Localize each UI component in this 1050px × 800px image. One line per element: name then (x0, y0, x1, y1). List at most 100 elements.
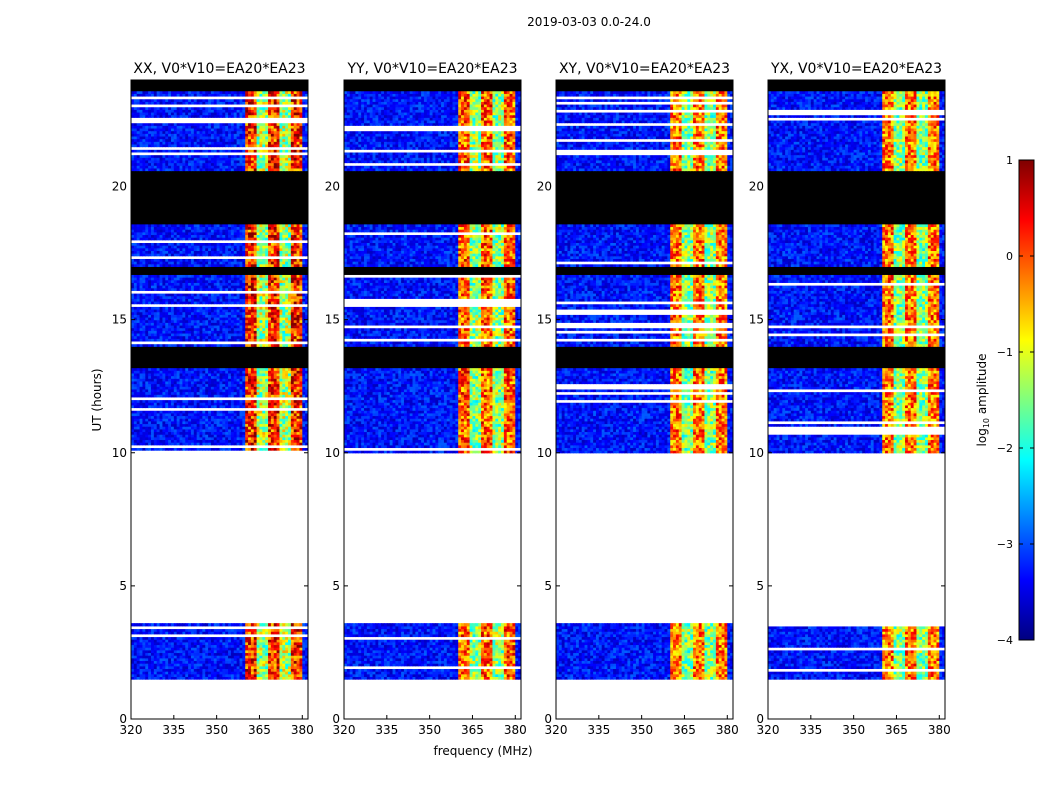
spectrum-cell (190, 322, 195, 326)
spectrum-cell (256, 388, 261, 393)
spectrum-cell (145, 388, 149, 393)
spectrum-cell (210, 652, 215, 656)
spectrum-cell (131, 311, 135, 315)
spectrum-cell (288, 298, 292, 302)
spectrum-cell (205, 639, 209, 643)
spectrum-cell (156, 370, 161, 374)
spectrum-cell (305, 298, 308, 302)
spectrum-cell (136, 673, 141, 677)
spectrum-cell (216, 649, 221, 654)
spectrum-cell (162, 412, 166, 417)
spectrum-cell (302, 412, 306, 417)
spectrum-cell (131, 293, 135, 297)
spectrum-cell (270, 279, 275, 283)
spectrum-cell (179, 404, 183, 409)
spectrum-cell (133, 319, 138, 323)
spectrum-cell (273, 660, 278, 664)
spectrum-cell (305, 253, 308, 257)
spectrum-cell (242, 335, 246, 339)
spectrum-cell (250, 426, 255, 430)
spectrum-cell (230, 631, 235, 635)
spectrum-cell (145, 375, 149, 379)
spectrum-cell (293, 428, 298, 433)
spectrum-cell (242, 314, 246, 318)
spectrum-cell (242, 402, 246, 406)
spectrum-cell (170, 404, 175, 409)
flagged-row (131, 354, 308, 358)
spectrum-cell (205, 242, 209, 246)
spectrum-cell (302, 434, 306, 438)
spectrum-cell (228, 652, 232, 656)
spectrum-cell (273, 282, 278, 286)
spectrum-cell (279, 665, 283, 670)
spectrum-cell (208, 287, 212, 291)
spectrum-cell (276, 386, 281, 390)
spectrum-cell (176, 343, 181, 347)
spectrum-cell (168, 418, 172, 422)
spectrum-cell (210, 663, 215, 667)
spectrum-cell (268, 426, 272, 430)
spectrum-cell (248, 388, 252, 393)
spectrum-cell (299, 319, 303, 323)
spectrum-cell (293, 412, 298, 417)
spectrum-cell (182, 332, 186, 337)
spectrum-cell (159, 319, 164, 323)
spectrum-cell (276, 343, 281, 347)
spectrum-cell (156, 383, 161, 387)
spectrum-cell (228, 412, 232, 417)
spectrum-cell (153, 628, 158, 632)
spectrum-cell (293, 380, 298, 385)
spectrum-cell (259, 404, 263, 409)
spectrum-cell (165, 447, 169, 451)
spectrum-cell (205, 316, 209, 321)
spectrum-cell (199, 378, 203, 382)
spectrum-cell (245, 673, 249, 677)
spectrum-cell (153, 663, 158, 667)
spectrum-cell (145, 295, 149, 299)
spectrum-cell (222, 402, 226, 406)
spectrum-cell (162, 263, 166, 267)
spectrum-cell (222, 676, 226, 680)
spectrum-cell (279, 394, 283, 398)
spectrum-cell (288, 623, 292, 627)
spectrum-cell (202, 245, 206, 249)
spectrum-cell (145, 420, 149, 425)
spectrum-cell (265, 314, 269, 318)
spectrum-cell (131, 447, 135, 451)
spectrum-cell (285, 386, 289, 390)
spectrum-cell (153, 343, 158, 347)
spectrum-cell (239, 375, 243, 379)
spectrum-cell (236, 279, 241, 283)
spectrum-cell (262, 657, 266, 662)
spectrum-cell (213, 378, 218, 382)
spectrum-cell (145, 367, 149, 371)
spectrum-cell (273, 295, 278, 299)
spectrum-cell (148, 324, 152, 329)
spectrum-cell (248, 295, 252, 299)
spectrum-cell (142, 418, 146, 422)
spectrum-cell (273, 415, 278, 419)
spectrum-cell (228, 423, 232, 427)
spectrum-cell (288, 649, 292, 654)
spectrum-cell (153, 375, 158, 379)
spectrum-cell (279, 250, 283, 254)
spectrum-cell (139, 420, 144, 425)
spectrum-cell (299, 410, 303, 414)
spectrum-cell (290, 442, 295, 446)
spectrum-cell (282, 332, 286, 337)
spectrum-cell (236, 319, 241, 323)
spectrum-cell (270, 657, 275, 662)
spectrum-cell (148, 322, 152, 326)
spectrum-cell (170, 660, 175, 664)
spectrum-cell (176, 649, 181, 654)
spectrum-cell (136, 261, 141, 265)
spectrum-cell (273, 242, 278, 246)
spectrum-cell (145, 263, 149, 267)
spectrum-cell (153, 426, 158, 430)
spectrum-cell (233, 383, 238, 387)
spectrum-cell (302, 274, 306, 278)
spectrum-cell (265, 380, 269, 385)
spectrum-cell (136, 676, 141, 680)
spectrum-cell (290, 673, 295, 677)
spectrum-cell (133, 332, 138, 337)
